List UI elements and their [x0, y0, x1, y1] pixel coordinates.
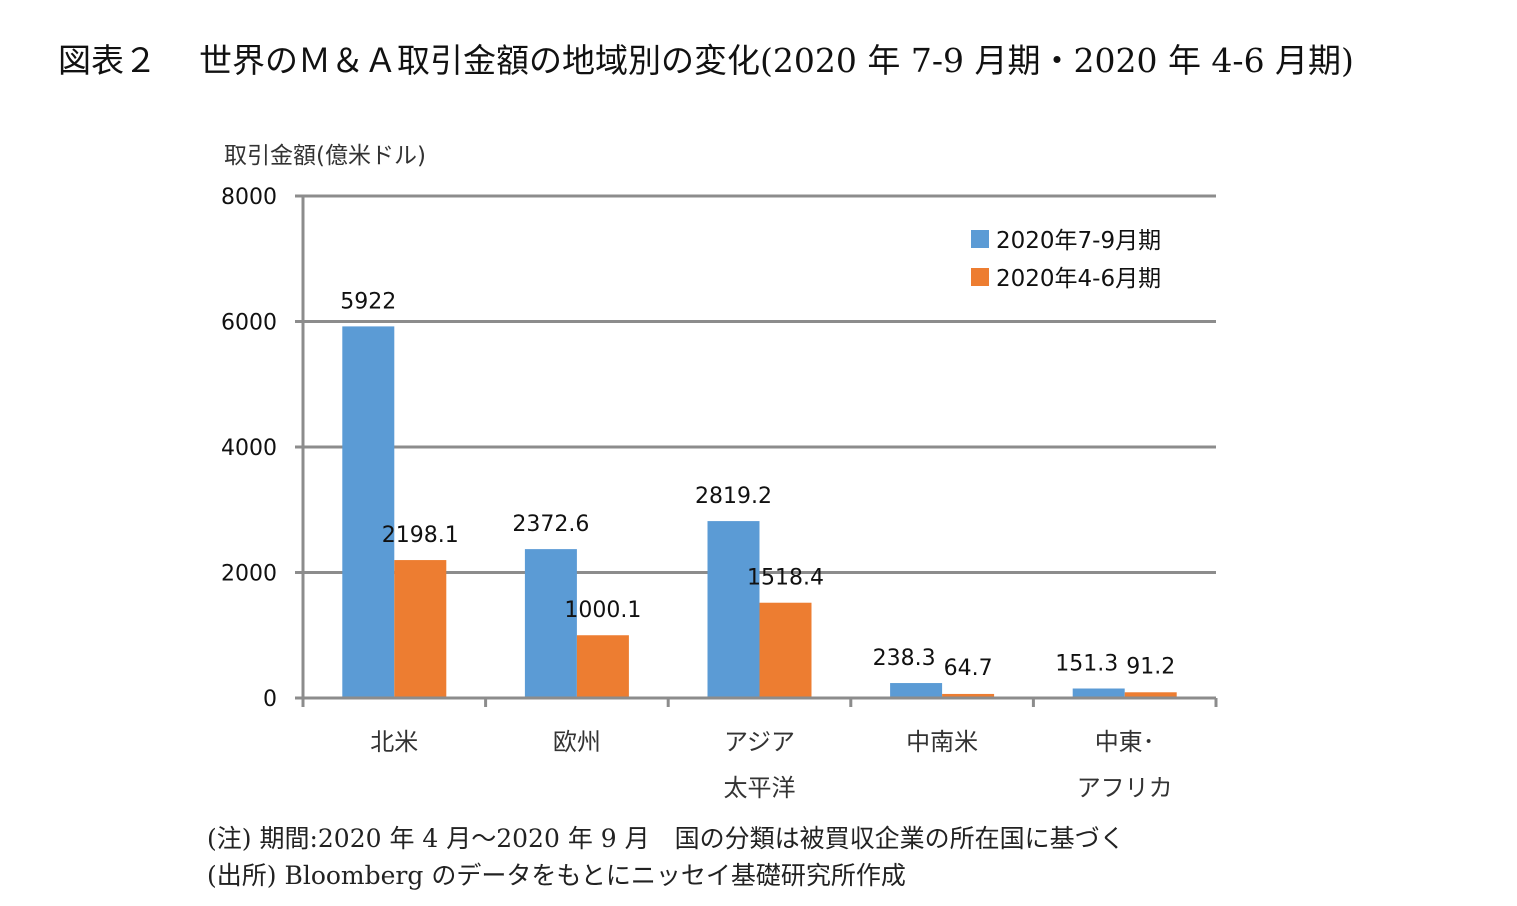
source-text: (出所) Bloomberg のデータをもとにニッセイ基礎研究所作成	[207, 861, 906, 890]
y-axis-label: 取引金額(億米ドル)	[224, 143, 426, 169]
data-label: 1000.1	[564, 598, 641, 623]
x-category-label: 北米	[370, 728, 418, 756]
bar-series1	[524, 549, 577, 698]
figure-title-text: 世界のＭ＆Ａ取引金額の地域別の変化(2020 年 7-9 月期・2020 年 4…	[199, 41, 1354, 80]
legend-swatch	[971, 230, 989, 248]
x-category-label: アジア	[724, 728, 795, 756]
data-label: 91.2	[1126, 654, 1175, 679]
x-category-label: 中南米	[906, 728, 978, 756]
bar-series1	[890, 683, 943, 698]
data-label: 5922	[340, 289, 396, 314]
figure-number: 図表２	[58, 41, 157, 80]
legend-swatch	[971, 268, 989, 286]
data-label: 238.3	[873, 646, 936, 671]
figure-title: 図表２ 世界のＭ＆Ａ取引金額の地域別の変化(2020 年 7-9 月期・2020 …	[58, 34, 1354, 82]
y-tick-label: 0	[263, 687, 277, 712]
data-label: 2198.1	[382, 523, 459, 548]
data-label: 151.3	[1055, 652, 1118, 677]
data-label: 2372.6	[512, 512, 589, 537]
bar-series2	[759, 602, 812, 698]
bar-series2	[942, 693, 995, 698]
bar-series2	[394, 560, 447, 698]
data-label: 64.7	[944, 656, 993, 681]
y-tick-label: 2000	[221, 562, 277, 587]
legend-label: 2020年4-6月期	[996, 266, 1161, 292]
x-category-label: 太平洋	[724, 774, 796, 802]
legend-label: 2020年7-9月期	[996, 228, 1161, 254]
bar-series2	[1124, 692, 1177, 698]
y-tick-label: 4000	[221, 436, 277, 461]
bar-series2	[576, 635, 629, 698]
data-label: 1518.4	[747, 566, 824, 591]
x-category-label: 欧州	[553, 728, 601, 756]
data-label: 2819.2	[695, 484, 772, 509]
bar-series1	[342, 326, 395, 698]
y-tick-label: 8000	[221, 185, 277, 210]
bar-series1	[707, 521, 760, 698]
y-tick-label: 6000	[221, 311, 277, 336]
bar-series1	[1072, 688, 1125, 698]
x-category-label: 中東･	[1095, 728, 1155, 756]
x-category-label: アフリカ	[1077, 774, 1173, 802]
footnotes: (注) 期間:2020 年 4 月～2020 年 9 月 国の分類は被買収企業の…	[207, 820, 1125, 894]
note-text: (注) 期間:2020 年 4 月～2020 年 9 月 国の分類は被買収企業の…	[207, 824, 1125, 853]
